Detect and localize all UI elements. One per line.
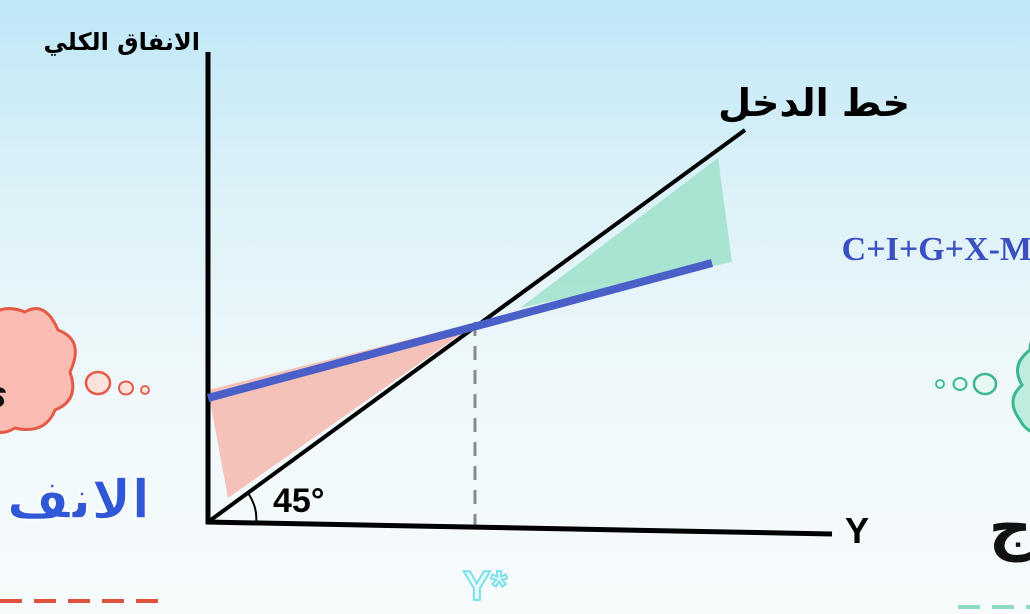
cloud-bubble-large xyxy=(972,372,998,396)
left-cloud-text: ي xyxy=(0,369,8,415)
equilibrium-income-label: Y* xyxy=(463,562,508,609)
cloud-bubble-small xyxy=(140,385,150,395)
aggregate-expenditure-line xyxy=(206,259,714,402)
angle-arc xyxy=(247,492,258,524)
right-heading-fragment: ج xyxy=(989,493,1030,563)
right-thought-cloud xyxy=(935,341,1030,433)
x-axis xyxy=(205,519,833,537)
x-axis-label: Y xyxy=(845,510,869,551)
cloud-bubble-medium xyxy=(952,377,968,391)
left-thought-cloud xyxy=(0,307,150,434)
cloud-bubble-large xyxy=(84,370,112,396)
shortage-region xyxy=(208,322,478,498)
angle-label: 45° xyxy=(273,482,324,520)
cloud-bubble-small xyxy=(935,379,945,389)
expenditure-line-label: C+I+G+X-M xyxy=(842,231,1030,268)
left-heading-fragment: الانف xyxy=(7,468,150,531)
y-axis-label: الانفاق الكلي xyxy=(44,28,200,56)
cloud-bubble-medium xyxy=(118,380,134,396)
income-line-label: خط الدخل xyxy=(718,81,910,125)
